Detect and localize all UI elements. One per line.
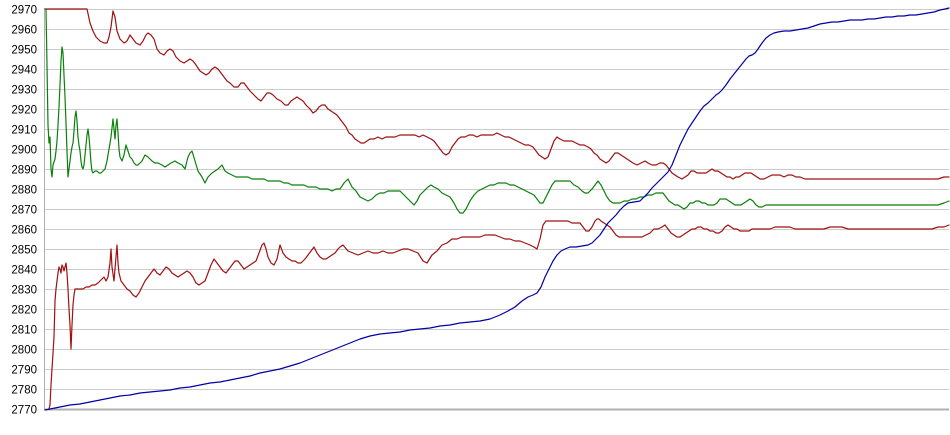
y-axis-label: 2770 (11, 405, 37, 417)
y-axis-label: 2880 (11, 185, 37, 197)
y-axis-label: 2830 (11, 285, 37, 297)
y-axis-label: 2930 (11, 85, 37, 97)
y-axis-label: 2890 (11, 165, 37, 177)
y-axis-label: 2820 (11, 305, 37, 317)
y-axis-label: 2780 (11, 385, 37, 397)
y-axis-label: 2920 (11, 105, 37, 117)
green-line (45, 8, 950, 214)
y-axis-label: 2950 (11, 45, 37, 57)
upper-red-line (44, 8, 950, 180)
y-axis-label: 2800 (11, 345, 37, 357)
y-axis-label: 2860 (11, 225, 37, 237)
lower-red-line (48, 218, 950, 410)
y-axis-label: 2960 (11, 25, 37, 37)
y-axis-label: 2790 (11, 365, 37, 377)
y-axis-label: 2850 (11, 245, 37, 257)
y-axis-label: 2810 (11, 325, 37, 337)
blue-line (44, 7, 950, 411)
y-axis-label: 2940 (11, 65, 37, 77)
y-axis-label: 2910 (11, 125, 37, 137)
y-axis-label: 2840 (11, 265, 37, 277)
y-axis-label: 2870 (11, 205, 37, 217)
y-axis-label: 2900 (11, 145, 37, 157)
y-axis-label: 2970 (11, 5, 37, 17)
